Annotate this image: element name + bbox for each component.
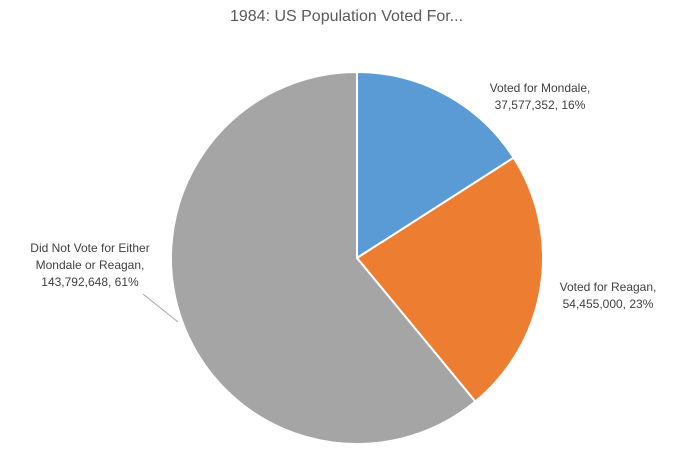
pie-slice-1	[356, 70, 516, 260]
data-label-line: 37,577,352, 16%	[495, 98, 586, 112]
chart-title: 1984: US Population Voted For...	[229, 8, 464, 25]
pie-slice-3	[170, 70, 477, 445]
data-label-line: 54,455,000, 23%	[563, 297, 654, 311]
data-label-1: Voted for Mondale, 37,577,352, 16%	[490, 81, 591, 112]
leader-lines	[142, 293, 179, 323]
pie-slices	[170, 70, 544, 445]
pie-slice-2	[355, 156, 544, 403]
data-label-line: Voted for Mondale,	[490, 81, 591, 95]
leader-line	[142, 293, 179, 323]
data-label-line: 143,792,648, 61%	[41, 275, 139, 289]
data-label-line: Mondale or Reagan,	[36, 258, 145, 272]
data-label-3: Did Not Vote for Either Mondale or Reagan…	[30, 241, 149, 289]
data-labels: Voted for Mondale, 37,577,352, 16%Voted f…	[30, 81, 656, 311]
data-label-line: Voted for Reagan,	[560, 280, 657, 294]
data-label-line: Did Not Vote for Either	[30, 241, 149, 255]
data-label-2: Voted for Reagan, 54,455,000, 23%	[560, 280, 657, 311]
